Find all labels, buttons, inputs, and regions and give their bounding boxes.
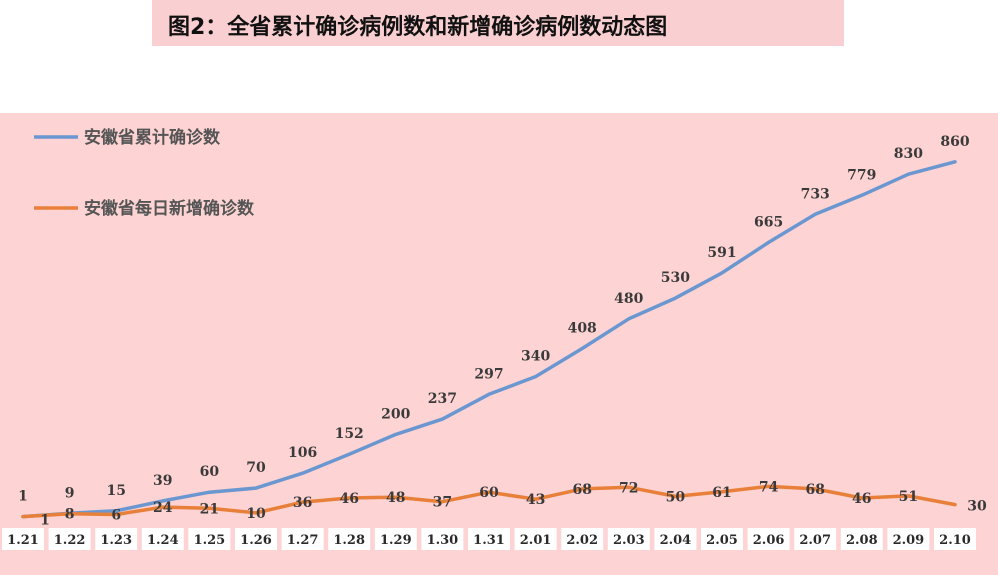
x-tick-label: 2.04: [660, 533, 692, 548]
data-label-daily: 10: [246, 506, 266, 522]
data-label-cumulative: 39: [153, 473, 172, 489]
x-tick-box: [141, 528, 184, 550]
data-label-daily: 1: [40, 513, 50, 529]
x-tick-box: [701, 528, 743, 550]
data-label-cumulative: 408: [568, 320, 597, 336]
x-tick-box: [421, 528, 464, 550]
data-label-cumulative: 9: [65, 485, 75, 501]
data-label-daily: 21: [200, 501, 219, 517]
data-label-cumulative: 1: [18, 489, 28, 505]
title-banner: 图2：全省累计确诊病例数和新增确诊病例数动态图: [152, 0, 844, 46]
x-tick-label: 1.30: [427, 533, 459, 548]
x-tick-label: 1.29: [380, 533, 412, 548]
data-label-daily: 68: [572, 482, 591, 498]
data-label-daily: 46: [852, 491, 871, 507]
x-tick-box: [887, 528, 930, 550]
x-tick-box: [840, 528, 883, 550]
data-label-cumulative: 340: [521, 349, 550, 365]
data-label-daily: 48: [386, 490, 405, 506]
data-label-daily: 51: [899, 489, 918, 505]
x-tick-label: 1.27: [287, 533, 319, 548]
data-label-cumulative: 106: [288, 445, 317, 461]
data-label-cumulative: 237: [428, 391, 457, 407]
x-tick-label: 1.28: [333, 533, 365, 548]
series-line-2: [21, 484, 957, 519]
x-tick-box: [188, 528, 231, 550]
x-tick-box: [934, 528, 976, 550]
data-label-daily: 46: [339, 491, 358, 507]
data-label-cumulative: 591: [707, 245, 736, 261]
data-label-daily: 30: [967, 499, 987, 515]
x-tick-label: 1.25: [194, 533, 226, 548]
x-tick-box: [654, 528, 697, 550]
data-label-daily: 60: [479, 485, 499, 501]
x-tick-box: [561, 528, 604, 550]
x-tick-box: [48, 528, 91, 550]
x-tick-label: 1.31: [473, 533, 505, 548]
x-tick-label: 2.08: [846, 533, 878, 548]
x-tick-label: 1.26: [240, 533, 272, 548]
series-line-1: [21, 160, 957, 519]
data-label-daily: 43: [526, 492, 545, 508]
chart-title: 图2：全省累计确诊病例数和新增确诊病例数动态图: [168, 15, 668, 40]
x-tick-label: 2.09: [893, 533, 925, 548]
x-tick-label: 2.01: [520, 533, 552, 548]
data-label-cumulative: 60: [200, 464, 220, 480]
legend-label-1: 安徽省累计确诊数: [84, 127, 221, 148]
data-label-daily: 50: [666, 489, 686, 505]
x-tick-box: [374, 528, 417, 550]
data-label-daily: 68: [805, 482, 824, 498]
data-label-daily: 74: [759, 479, 779, 495]
data-label-cumulative: 152: [335, 426, 364, 442]
data-label-cumulative: 297: [474, 366, 503, 382]
x-tick-label: 1.22: [54, 533, 86, 548]
x-tick-box: [794, 528, 837, 550]
x-tick-label: 2.10: [939, 533, 971, 548]
x-tick-label: 2.06: [753, 533, 785, 548]
x-tick-label: 2.07: [799, 533, 831, 548]
data-label-daily: 8: [65, 507, 75, 523]
data-label-cumulative: 733: [801, 186, 830, 202]
x-tick-box: [328, 528, 371, 550]
x-tick-box: [607, 528, 650, 550]
x-tick-label: 1.24: [147, 533, 179, 548]
data-label-daily: 6: [111, 508, 121, 524]
data-label-cumulative: 665: [754, 214, 783, 230]
plot-area: [0, 113, 998, 575]
x-tick-label: 2.03: [613, 533, 645, 548]
x-tick-box: [514, 528, 557, 550]
data-label-daily: 37: [433, 495, 452, 511]
data-label-cumulative: 830: [894, 146, 923, 162]
data-label-cumulative: 200: [381, 406, 410, 422]
data-label-daily: 72: [619, 480, 638, 496]
data-label-daily: 61: [712, 485, 731, 501]
x-tick-label: 2.05: [706, 533, 738, 548]
legend-label-2: 安徽省每日新增确诊数: [84, 198, 255, 219]
data-label-cumulative: 530: [661, 270, 690, 286]
x-tick-box: [2, 528, 44, 550]
x-tick-box: [747, 528, 790, 550]
data-label-cumulative: 860: [940, 134, 969, 150]
data-label-daily: 36: [293, 495, 312, 511]
x-tick-box: [468, 528, 510, 550]
data-label-cumulative: 480: [614, 291, 643, 307]
data-label-daily: 24: [153, 500, 173, 516]
x-tick-label: 2.02: [566, 533, 598, 548]
x-tick-box: [281, 528, 324, 550]
data-label-cumulative: 70: [246, 460, 266, 476]
x-tick-label: 1.23: [100, 533, 132, 548]
data-label-cumulative: 779: [847, 167, 876, 183]
x-tick-box: [95, 528, 138, 550]
x-tick-box: [235, 528, 277, 550]
data-label-cumulative: 15: [106, 483, 125, 499]
x-tick-label: 1.21: [7, 533, 39, 548]
